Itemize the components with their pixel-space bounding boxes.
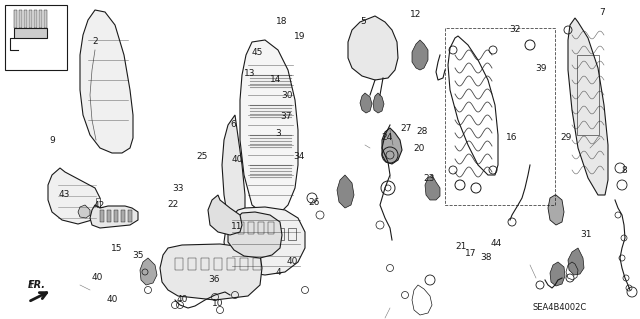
Polygon shape — [373, 93, 384, 113]
Text: 40: 40 — [106, 295, 118, 304]
Text: 36: 36 — [209, 275, 220, 284]
Text: 40: 40 — [92, 273, 103, 282]
Text: 44: 44 — [490, 239, 502, 248]
Bar — [44, 10, 47, 28]
Bar — [34, 10, 37, 28]
Text: 18: 18 — [276, 17, 287, 26]
Polygon shape — [222, 115, 245, 238]
Text: 12: 12 — [410, 10, 422, 19]
Text: 1: 1 — [28, 281, 33, 290]
Polygon shape — [412, 40, 428, 70]
Polygon shape — [96, 198, 100, 210]
Text: 27: 27 — [401, 124, 412, 133]
Text: 20: 20 — [413, 144, 425, 153]
Polygon shape — [128, 210, 132, 222]
Text: 8: 8 — [621, 166, 627, 175]
Text: 4: 4 — [276, 268, 281, 277]
Text: 38: 38 — [481, 253, 492, 262]
Polygon shape — [568, 248, 584, 275]
Polygon shape — [90, 205, 138, 228]
Text: 40: 40 — [232, 155, 243, 164]
Polygon shape — [550, 262, 565, 286]
Polygon shape — [107, 210, 111, 222]
Bar — [14, 10, 17, 28]
Text: 24: 24 — [381, 133, 393, 142]
Bar — [39, 10, 42, 28]
Polygon shape — [140, 258, 157, 285]
Polygon shape — [121, 210, 125, 222]
Polygon shape — [208, 195, 242, 235]
Text: 13: 13 — [244, 69, 255, 78]
Text: 3: 3 — [276, 130, 281, 138]
Polygon shape — [224, 207, 305, 275]
Text: 9: 9 — [50, 136, 55, 145]
Polygon shape — [425, 175, 440, 200]
Text: 6: 6 — [231, 120, 236, 129]
Text: 5: 5 — [361, 17, 366, 26]
Polygon shape — [348, 16, 398, 80]
Polygon shape — [100, 210, 104, 222]
Text: 22: 22 — [167, 200, 179, 209]
Polygon shape — [48, 168, 100, 224]
Text: 42: 42 — [93, 201, 105, 210]
Text: 45: 45 — [252, 48, 263, 57]
Text: 35: 35 — [132, 251, 143, 260]
Polygon shape — [240, 40, 298, 215]
Polygon shape — [228, 212, 282, 258]
Text: 39: 39 — [535, 64, 547, 73]
Text: 28: 28 — [417, 127, 428, 136]
Text: FR.: FR. — [28, 280, 46, 290]
Text: 2: 2 — [92, 37, 97, 46]
Text: 31: 31 — [580, 230, 591, 239]
Text: 40: 40 — [177, 295, 188, 304]
Polygon shape — [337, 175, 354, 208]
Text: 25: 25 — [196, 152, 207, 161]
Bar — [29, 10, 32, 28]
Polygon shape — [160, 244, 262, 300]
Bar — [5, 5, 67, 70]
Polygon shape — [568, 18, 608, 195]
Text: 17: 17 — [465, 249, 476, 258]
Bar — [577, 55, 599, 135]
Text: 10: 10 — [212, 299, 223, 308]
Polygon shape — [14, 28, 47, 38]
Text: 32: 32 — [509, 25, 521, 34]
Text: 7: 7 — [599, 8, 604, 17]
Text: 43: 43 — [58, 190, 70, 199]
Bar — [19, 10, 22, 28]
Polygon shape — [360, 93, 372, 113]
Text: 11: 11 — [231, 222, 243, 231]
Text: 26: 26 — [308, 198, 319, 207]
Text: 33: 33 — [172, 184, 184, 193]
Text: 40: 40 — [286, 257, 298, 266]
Text: 21: 21 — [455, 242, 467, 251]
Polygon shape — [382, 128, 402, 164]
Polygon shape — [80, 10, 133, 153]
Text: 29: 29 — [561, 133, 572, 142]
Text: 16: 16 — [506, 133, 518, 142]
Polygon shape — [114, 210, 118, 222]
Text: 15: 15 — [111, 244, 122, 253]
Text: 34: 34 — [293, 152, 305, 161]
Text: 23: 23 — [423, 174, 435, 182]
Text: 30: 30 — [281, 91, 292, 100]
Polygon shape — [548, 195, 564, 225]
Polygon shape — [78, 205, 90, 218]
Text: 37: 37 — [280, 112, 292, 121]
Text: 14: 14 — [269, 75, 281, 84]
Bar — [24, 10, 27, 28]
Text: 19: 19 — [294, 32, 305, 41]
Text: SEA4B4002C: SEA4B4002C — [533, 303, 587, 313]
